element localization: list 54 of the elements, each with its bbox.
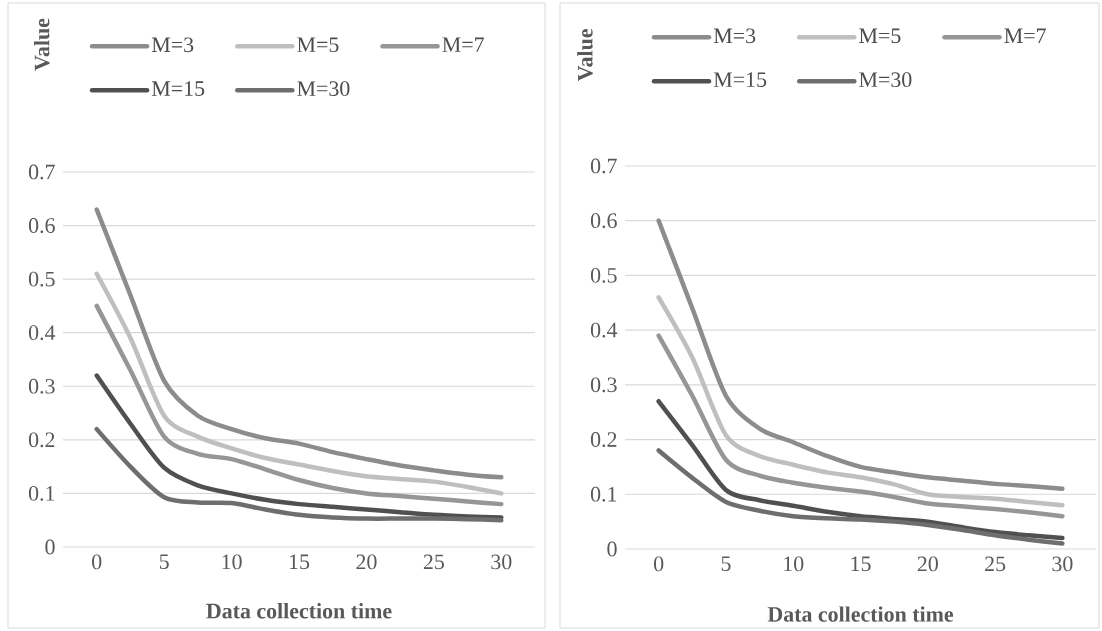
line-series xyxy=(656,295,1065,508)
legend-label: M=5 xyxy=(297,37,339,53)
y-tick-label: 0.5 xyxy=(590,267,617,283)
line-series xyxy=(94,271,504,496)
y-tick-label: 0.7 xyxy=(590,158,617,174)
legend-label: M=7 xyxy=(1004,28,1046,43)
legend-label: M=15 xyxy=(713,72,767,87)
line-series xyxy=(656,448,1065,546)
y-tick-label: 0.1 xyxy=(590,486,617,502)
line-series xyxy=(94,303,504,507)
y-tick-label: 0.4 xyxy=(28,325,56,341)
y-tick-label: 0.2 xyxy=(590,432,617,447)
legend-label: M=7 xyxy=(442,37,484,52)
x-tick-label: 30 xyxy=(1052,556,1073,572)
legend-label: M=15 xyxy=(151,81,205,96)
x-tick-label: 5 xyxy=(159,554,169,570)
x-tick-label: 25 xyxy=(423,554,444,570)
y-tick-label: 0 xyxy=(607,541,617,557)
y-tick-label: 0.4 xyxy=(590,322,618,338)
x-tick-label: 5 xyxy=(721,556,731,572)
x-tick-label: 0 xyxy=(654,556,664,572)
legend-label: M=30 xyxy=(859,72,912,88)
legend-label: M=30 xyxy=(297,81,350,96)
x-tick-label: 15 xyxy=(289,554,310,570)
y-tick-label: 0 xyxy=(45,539,55,555)
legend-label: M=3 xyxy=(713,28,756,44)
x-tick-label: 15 xyxy=(851,556,871,572)
line-series xyxy=(94,373,504,520)
y-tick-label: 0.2 xyxy=(28,432,55,448)
legend-label: M=5 xyxy=(859,28,901,44)
line-series xyxy=(94,426,504,523)
line-series xyxy=(656,333,1065,519)
x-tick-label: 30 xyxy=(491,554,512,570)
y-tick-label: 0.6 xyxy=(28,218,55,233)
x-tick-label: 0 xyxy=(92,554,102,570)
y-tick-label: 0.5 xyxy=(28,271,55,287)
x-tick-label: 10 xyxy=(784,556,804,572)
legend-label: M=3 xyxy=(151,37,194,53)
x-tick-label: 25 xyxy=(985,556,1006,572)
y-axis-title: Value xyxy=(577,29,593,82)
line-series xyxy=(94,207,504,480)
y-tick-label: 0.7 xyxy=(28,164,55,180)
y-axis-title: Value xyxy=(34,18,50,71)
line-series xyxy=(656,399,1065,541)
x-tick-label: 10 xyxy=(222,554,242,570)
x-axis-title: Data collection time xyxy=(206,603,392,619)
y-tick-label: 0.3 xyxy=(28,378,55,394)
x-tick-label: 20 xyxy=(356,554,377,570)
y-tick-label: 0.1 xyxy=(28,485,55,501)
line-series xyxy=(656,218,1065,492)
x-tick-label: 20 xyxy=(917,556,938,572)
x-axis-title: Data collection time xyxy=(767,606,954,622)
y-tick-label: 0.6 xyxy=(590,213,617,229)
y-tick-label: 0.3 xyxy=(590,377,617,393)
